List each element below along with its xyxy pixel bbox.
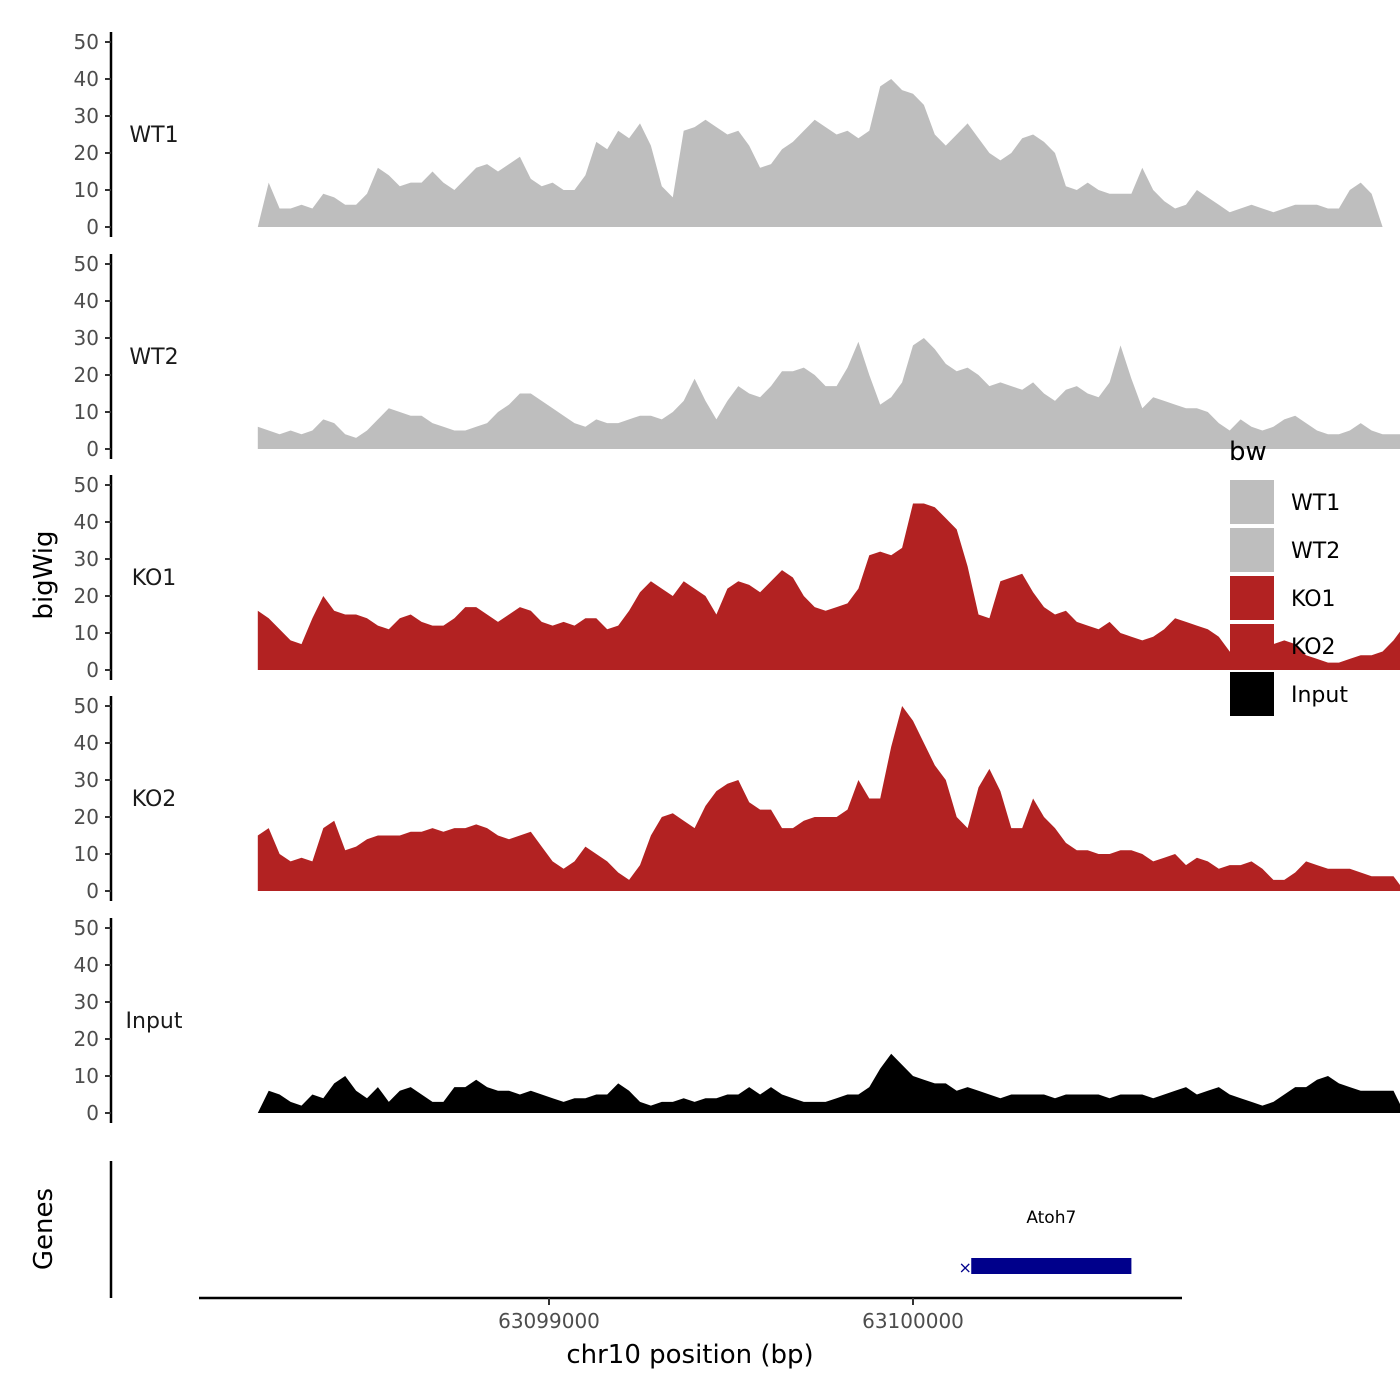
y-tick-label: 30: [74, 768, 99, 792]
y-tick-label: 10: [74, 621, 99, 645]
y-tick-label: 20: [74, 141, 99, 165]
track-ko2: 0 10 20 30 40 50 KO2: [74, 694, 1400, 903]
track-ko1: 0 10 20 30 40 50 KO1: [74, 473, 1400, 682]
legend-key-wt2: [1230, 528, 1274, 572]
area-wt1: [257, 79, 1383, 227]
track-label: WT2: [129, 345, 178, 370]
y-tick-label: 0: [86, 879, 99, 903]
legend: bw WT1 WT2 KO1 KO2 Input: [1229, 437, 1348, 716]
track-wt2: 0 10 20 30 40 50 WT2: [74, 252, 1400, 461]
gene-strand-marker: ×: [959, 1258, 972, 1277]
y-tick-label: 50: [74, 916, 99, 940]
track-input: 0 10 20 30 40 50 Input: [74, 916, 1400, 1125]
x-tick-label: 63099000: [498, 1309, 600, 1333]
y-tick-label: 20: [74, 1027, 99, 1051]
x-axis-title: chr10 position (bp): [566, 1340, 813, 1370]
track-panels: 0 10 20 30 40 50 WT1 0 10 20 30 40 50 WT2 0 10 20 30 40 50 K…: [74, 30, 1400, 1125]
y-tick-label: 10: [74, 1064, 99, 1088]
legend-label: WT1: [1291, 491, 1340, 516]
gene-label: Atoh7: [1026, 1208, 1076, 1228]
y-tick-label: 0: [86, 1101, 99, 1125]
y-tick-label: 20: [74, 805, 99, 829]
y-tick-label: 20: [74, 584, 99, 608]
track-label: KO1: [132, 566, 177, 591]
y-tick-label: 40: [74, 953, 99, 977]
legend-key-wt1: [1230, 480, 1274, 524]
y-tick-label: 50: [74, 473, 99, 497]
legend-title: bw: [1229, 437, 1267, 467]
y-tick-label: 40: [74, 289, 99, 313]
y-tick-label: 10: [74, 400, 99, 424]
y-tick-label: 50: [74, 252, 99, 276]
legend-label: KO2: [1291, 635, 1336, 660]
track-label: WT1: [129, 123, 178, 148]
legend-key-ko2: [1230, 624, 1274, 668]
y-tick-label: 50: [74, 30, 99, 54]
y-tick-label: 10: [74, 842, 99, 866]
y-axis-title: bigWig: [29, 530, 59, 619]
gene-atoh7: [971, 1258, 1132, 1274]
y-tick-label: 30: [74, 104, 99, 128]
legend-key-ko1: [1230, 576, 1274, 620]
y-tick-label: 30: [74, 990, 99, 1014]
legend-label: WT2: [1291, 539, 1340, 564]
legend-label: KO1: [1291, 587, 1336, 612]
genes-track: Genes × Atoh7: [29, 1161, 1132, 1298]
x-tick-label: 63100000: [862, 1309, 964, 1333]
legend-label: Input: [1291, 683, 1348, 708]
y-tick-label: 50: [74, 694, 99, 718]
track-wt1: 0 10 20 30 40 50 WT1: [74, 30, 1383, 239]
track-label: Input: [126, 1009, 183, 1034]
x-axis: chr10 position (bp) 63099000 63100000: [199, 1296, 1182, 1370]
y-tick-label: 10: [74, 178, 99, 202]
area-wt2: [257, 338, 1400, 449]
y-tick-label: 0: [86, 215, 99, 239]
y-tick-label: 30: [74, 547, 99, 571]
y-tick-label: 30: [74, 326, 99, 350]
track-label: KO2: [132, 787, 177, 812]
area-ko2: [257, 706, 1400, 891]
area-ko1: [257, 503, 1400, 670]
y-tick-label: 0: [86, 658, 99, 682]
y-tick-label: 40: [74, 67, 99, 91]
area-input: [257, 1053, 1400, 1113]
y-tick-label: 0: [86, 437, 99, 461]
legend-key-input: [1230, 672, 1274, 716]
y-tick-label: 20: [74, 363, 99, 387]
y-tick-label: 40: [74, 731, 99, 755]
genes-axis-title: Genes: [29, 1188, 59, 1270]
y-tick-label: 40: [74, 510, 99, 534]
